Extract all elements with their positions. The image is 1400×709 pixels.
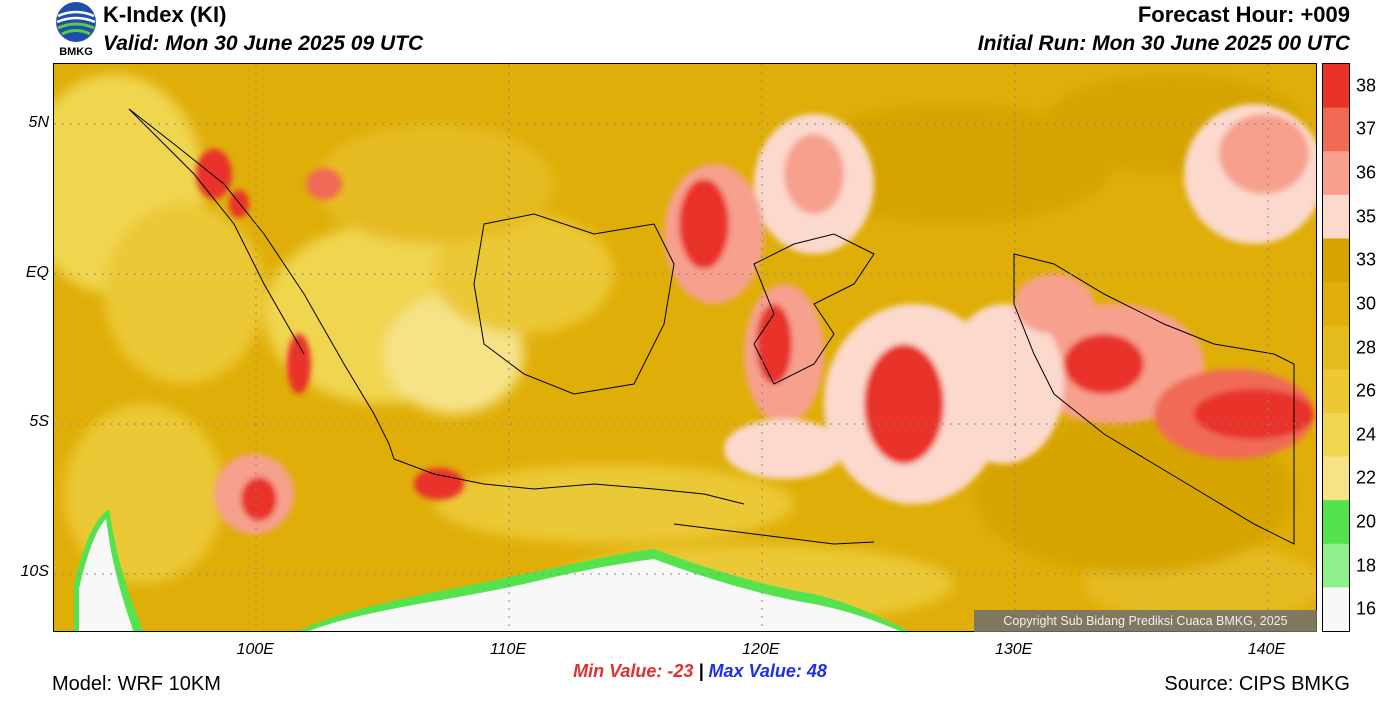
colorbar-swatch: [1323, 456, 1349, 501]
colorbar-label: 33: [1356, 249, 1377, 270]
colorbar-label: 26: [1356, 380, 1377, 401]
colorbar-swatch: [1323, 107, 1349, 152]
colorbar-label: 38: [1356, 75, 1377, 96]
bmkg-logo-icon: [56, 2, 96, 42]
colorbar-swatch: [1323, 412, 1349, 458]
forecast-hour: Forecast Hour: +009: [1137, 2, 1350, 27]
copyright-notice: Copyright Sub Bidang Prediksi Cuaca BMKG…: [974, 610, 1317, 632]
bmkg-logo: BMKG: [52, 0, 100, 60]
colorbar-swatch: [1323, 500, 1349, 545]
lat-label: EQ: [25, 263, 49, 281]
model-label: Model: WRF 10KM: [52, 673, 221, 695]
colorbar-swatch: [1323, 325, 1349, 370]
min-max-values: Min Value: -23 | Max Value: 48: [0, 661, 1400, 682]
colorbar-swatch: [1323, 194, 1349, 239]
lon-label: 130E: [994, 641, 1033, 658]
colorbar-label: 28: [1356, 337, 1377, 357]
colorbar-label: 18: [1356, 555, 1377, 576]
colorbar-swatch: [1323, 369, 1349, 414]
lon-label: 140E: [1247, 641, 1286, 658]
map-title: K-Index (KI): [103, 2, 227, 27]
valid-time: Valid: Mon 30 June 2025 09 UTC: [103, 32, 424, 55]
lon-label: 100E: [236, 641, 274, 658]
lon-label: 120E: [742, 641, 780, 658]
lat-label: 10S: [20, 563, 49, 581]
colorbar-label: 24: [1356, 424, 1377, 445]
colorbar-swatch: [1323, 543, 1349, 588]
colorbar-swatch: [1323, 282, 1349, 327]
colorbar-swatch: [1323, 64, 1349, 109]
colorbar-label: 36: [1356, 162, 1377, 183]
colorbar: [1322, 63, 1350, 632]
colorbar-label: 16: [1356, 598, 1377, 619]
max-value: Max Value: 48: [708, 661, 827, 681]
initial-run: Initial Run: Mon 30 June 2025 00 UTC: [977, 32, 1350, 55]
lat-label: 5S: [29, 413, 49, 431]
map-field: [54, 64, 1316, 631]
lon-label: 110E: [489, 641, 527, 658]
colorbar-swatch: [1323, 238, 1349, 283]
colorbar-label: 35: [1356, 206, 1377, 227]
logo-text: BMKG: [59, 46, 93, 58]
colorbar-label: 37: [1356, 118, 1377, 139]
colorbar-label: 30: [1356, 293, 1377, 314]
colorbar-label: 20: [1356, 511, 1377, 532]
lat-label: 5N: [28, 113, 49, 131]
colorbar-swatches: [1323, 64, 1349, 632]
colorbar-swatch: [1323, 151, 1349, 196]
source-label: Source: CIPS BMKG: [1164, 673, 1350, 695]
min-max-separator: |: [698, 661, 704, 681]
k-index-map: [53, 63, 1317, 632]
colorbar-label: 22: [1356, 467, 1377, 488]
min-value: Min Value: -23: [573, 661, 694, 681]
colorbar-swatch: [1323, 587, 1349, 632]
